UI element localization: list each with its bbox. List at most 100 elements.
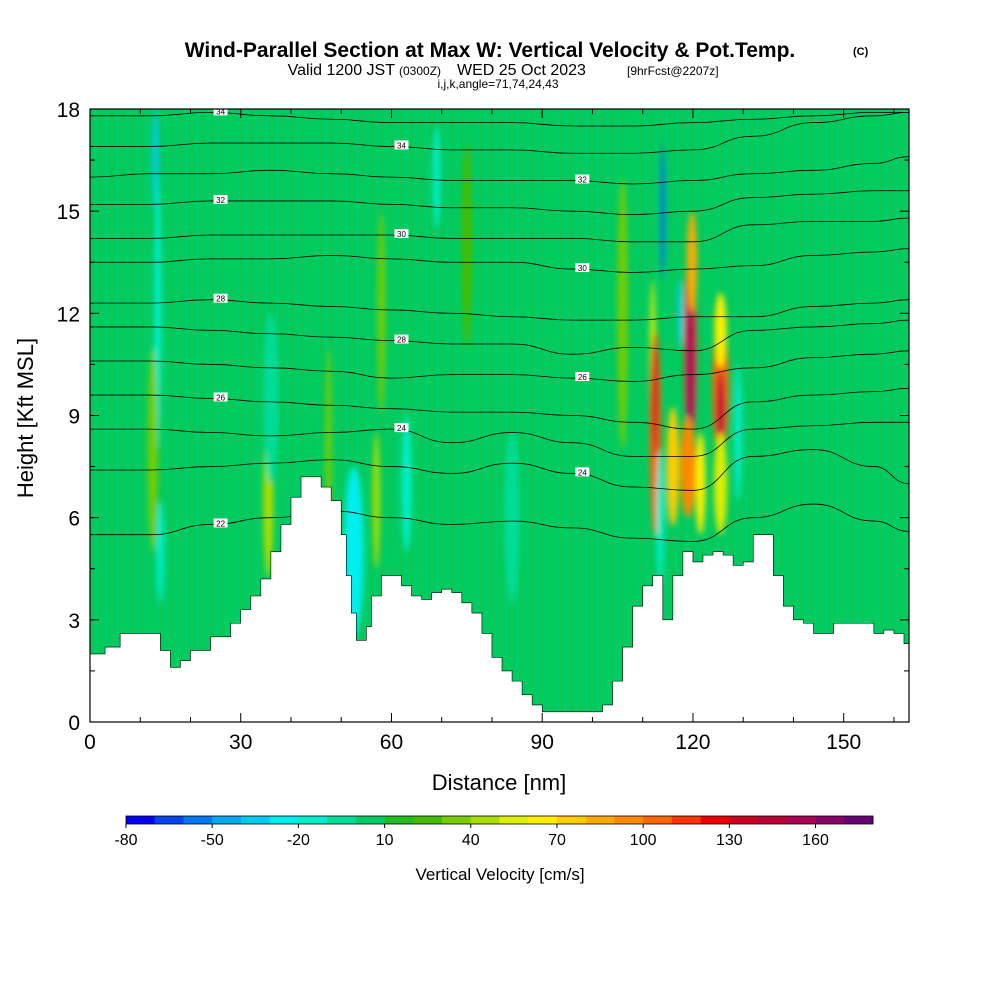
velocity-cell xyxy=(686,211,697,314)
velocity-cell xyxy=(432,126,441,229)
theta-contour-label: 32 xyxy=(213,194,228,205)
theta-contour-line xyxy=(90,421,909,457)
theta-contour-label: 26 xyxy=(575,372,590,382)
x-axis-title: Distance [nm] xyxy=(432,770,567,795)
velocity-cell xyxy=(687,279,694,450)
colorbar-swatch xyxy=(671,816,701,824)
colorbar-tick-label: 160 xyxy=(802,832,829,849)
terrain xyxy=(90,476,909,722)
x-tick-label: 150 xyxy=(826,731,861,754)
colorbar-swatch xyxy=(614,816,644,824)
velocity-cell xyxy=(372,432,380,569)
velocity-cell xyxy=(680,415,696,518)
colorbar-swatch xyxy=(556,816,586,824)
colorbar-swatch xyxy=(154,816,184,824)
svg-text:34: 34 xyxy=(397,141,406,150)
colorbar-swatch xyxy=(183,816,213,824)
svg-text:26: 26 xyxy=(216,393,225,402)
theta-contour-line xyxy=(90,350,909,382)
x-tick-label: 0 xyxy=(84,731,96,754)
velocity-cell xyxy=(677,279,683,348)
theta-contour-line xyxy=(90,319,909,355)
colorbar-swatch xyxy=(413,816,443,824)
colorbar-swatch xyxy=(269,816,299,824)
theta-contour-label: 32 xyxy=(575,174,590,185)
y-tick-label: 9 xyxy=(68,406,80,429)
colorbar-swatch xyxy=(786,816,816,824)
velocity-cell xyxy=(504,432,520,603)
colorbar-swatch xyxy=(384,816,414,824)
colorbar-tick-label: 70 xyxy=(548,832,566,849)
subtitle-fcst: [9hrFcst@2207z] xyxy=(627,64,719,78)
plot-area: 34 34 32 32 30 30 28 28 26 26 24 24 22 xyxy=(90,109,909,722)
velocity-cell xyxy=(695,432,706,535)
svg-text:22: 22 xyxy=(216,519,225,528)
subtitle-date: WED 25 Oct 2023 xyxy=(457,62,586,79)
colorbar xyxy=(125,815,874,825)
svg-text:28: 28 xyxy=(216,295,225,304)
colorbar-tick-label: 40 xyxy=(462,832,480,849)
theta-contour-line xyxy=(90,503,909,542)
colorbar-swatch xyxy=(528,816,558,824)
theta-contour-label: 34 xyxy=(394,140,409,150)
y-axis-title: Height [Kft MSL] xyxy=(13,338,38,498)
y-tick-label: 6 xyxy=(68,508,80,531)
colorbar-swatch xyxy=(758,816,788,824)
subtitle-valid: Valid 1200 JST xyxy=(288,62,396,79)
colorbar-swatch xyxy=(643,816,673,824)
chart-subtitle: Valid 1200 JST (0300Z) WED 25 Oct 2023 [… xyxy=(288,62,719,79)
theta-contour-label: 30 xyxy=(575,263,590,273)
theta-contour-line xyxy=(90,112,909,127)
theta-contour-label: 22 xyxy=(213,518,228,528)
velocity-cell xyxy=(156,500,165,603)
velocity-cell xyxy=(401,415,412,552)
theta-contour-label: 24 xyxy=(575,467,590,477)
colorbar-swatch xyxy=(442,816,472,824)
velocity-cell xyxy=(666,406,680,527)
y-tick-label: 15 xyxy=(57,201,80,224)
velocity-cell xyxy=(656,449,665,586)
x-tick-label: 120 xyxy=(675,731,710,754)
colorbar-swatch xyxy=(499,816,529,824)
svg-text:30: 30 xyxy=(397,230,406,239)
svg-text:24: 24 xyxy=(578,468,587,477)
colorbar-title: Vertical Velocity [cm/s] xyxy=(415,865,584,884)
velocity-cell xyxy=(617,177,628,450)
velocity-cell xyxy=(652,338,658,459)
subtitle-valid-z: (0300Z) xyxy=(399,64,441,78)
svg-text:32: 32 xyxy=(578,176,587,185)
colorbar-swatch xyxy=(355,816,385,824)
velocity-cell xyxy=(147,347,158,552)
svg-text:30: 30 xyxy=(578,264,587,273)
x-tick-label: 30 xyxy=(229,731,252,754)
velocity-cell xyxy=(461,143,472,348)
colorbar-swatch xyxy=(729,816,759,824)
x-axis: 0 30 60 90 120 150 xyxy=(84,109,895,754)
theta-contour-line xyxy=(90,299,909,321)
theta-contour-line xyxy=(90,112,909,154)
theta-contour-label: 26 xyxy=(213,392,228,402)
colorbar-labels: -80 -50 -20 10 40 70 100 130 160 xyxy=(114,824,829,849)
y-tick-label: 0 xyxy=(68,712,80,735)
theta-contour-label: 24 xyxy=(394,423,409,433)
colorbar-swatch xyxy=(212,816,242,824)
theta-contour-line xyxy=(90,387,909,430)
velocity-cell xyxy=(660,143,666,280)
theta-contour-line xyxy=(90,190,909,215)
theta-contour-line xyxy=(90,156,909,185)
copyright-mark: (C) xyxy=(853,46,869,58)
svg-text:28: 28 xyxy=(397,336,406,345)
colorbar-swatch xyxy=(815,816,845,824)
colorbar-tick-label: 100 xyxy=(630,832,657,849)
svg-text:26: 26 xyxy=(578,373,587,382)
y-tick-label: 18 xyxy=(57,99,80,122)
colorbar-swatch xyxy=(844,816,874,824)
theta-contour-label: 30 xyxy=(394,229,409,239)
colorbar-swatch xyxy=(126,816,156,824)
svg-text:32: 32 xyxy=(216,196,225,205)
velocity-cell xyxy=(714,292,727,368)
velocity-cell xyxy=(714,432,728,535)
colorbar-swatch xyxy=(298,816,328,824)
y-tick-label: 3 xyxy=(68,610,80,633)
